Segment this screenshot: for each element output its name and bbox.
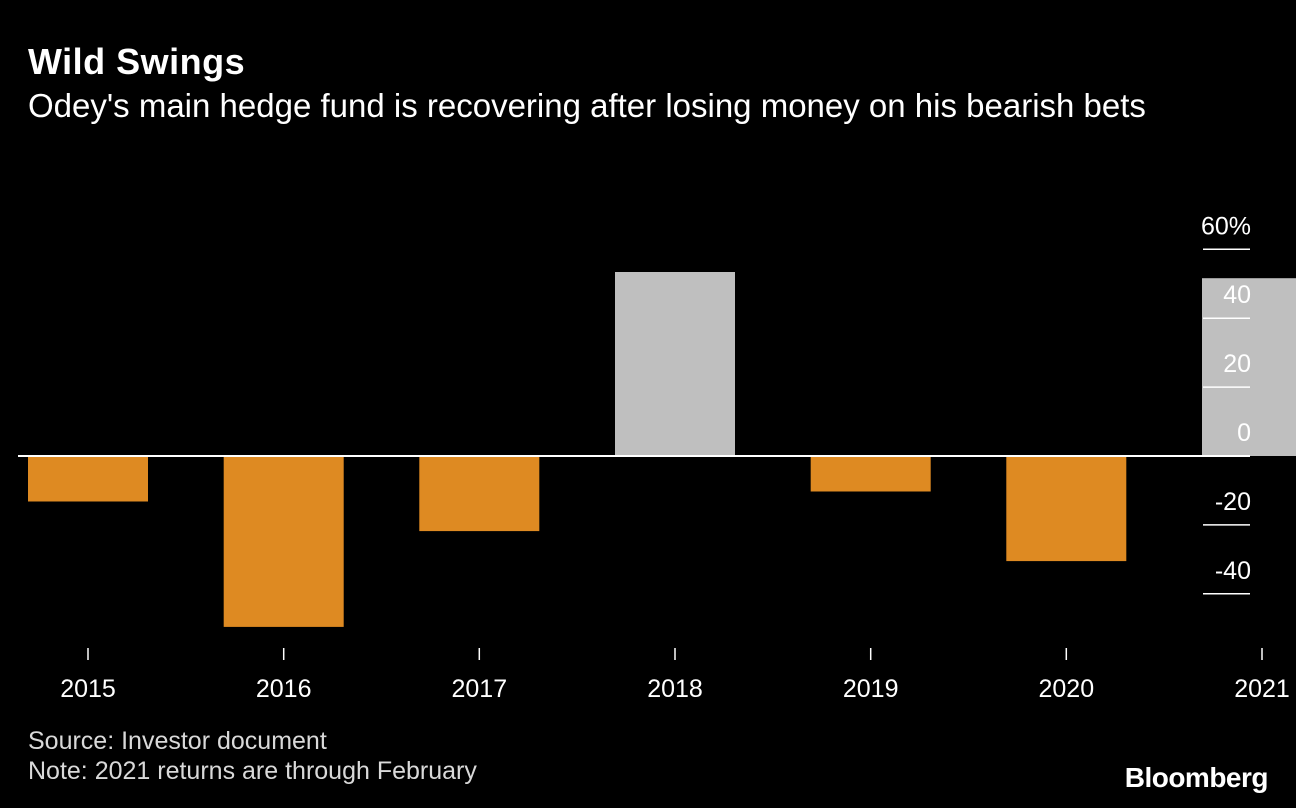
bar-2020	[1006, 456, 1127, 562]
footnote: Note: 2021 returns are through February	[28, 757, 477, 785]
y-tick-label--40: -40	[1215, 557, 1251, 585]
chart-title: Wild Swings	[28, 41, 246, 82]
y-tick-label-20: 20	[1223, 350, 1251, 378]
x-tick-label-2016: 2016	[256, 675, 312, 703]
y-tick-label-60%: 60%	[1201, 212, 1251, 240]
bar-2015	[28, 456, 148, 502]
x-tick-label-2021: 2021	[1234, 675, 1290, 703]
bar-2018	[615, 272, 735, 456]
chart-subtitle: Odey's main hedge fund is recovering aft…	[28, 87, 1146, 124]
x-tick-label-2017: 2017	[451, 675, 507, 703]
x-tick-label-2015: 2015	[60, 675, 116, 703]
y-tick-label-0: 0	[1237, 419, 1251, 447]
bar-2017	[419, 456, 540, 532]
x-tick-label-2020: 2020	[1038, 675, 1094, 703]
y-axis: 60% 40 20 0 -20 -40	[1201, 212, 1251, 595]
y-tick-label--20: -20	[1215, 488, 1251, 516]
x-axis: 2015 2016 2017 2018 2019 2020 2021	[60, 648, 1290, 703]
x-tick-label-2018: 2018	[647, 675, 703, 703]
bar-2016	[223, 456, 344, 627]
bar-2019	[810, 456, 931, 492]
bloomberg-logo: Bloomberg	[1124, 762, 1269, 793]
source-note: Source: Investor document	[28, 727, 327, 755]
x-tick-label-2019: 2019	[843, 675, 899, 703]
bar-2021	[1202, 278, 1296, 456]
y-tick-label-40: 40	[1223, 281, 1251, 309]
bars-group	[28, 272, 1296, 627]
